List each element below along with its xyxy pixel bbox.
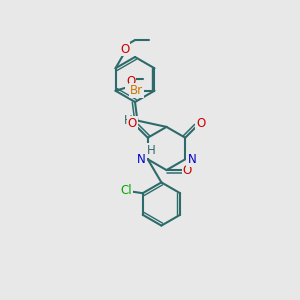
Text: H: H [146,144,155,158]
Text: O: O [183,164,192,177]
Text: Cl: Cl [120,184,132,197]
Text: N: N [188,153,196,166]
Text: O: O [128,117,137,130]
Text: O: O [120,43,129,56]
Text: O: O [196,117,206,130]
Text: Br: Br [130,84,143,97]
Text: H: H [123,114,132,127]
Text: N: N [137,153,146,166]
Text: O: O [126,75,135,88]
